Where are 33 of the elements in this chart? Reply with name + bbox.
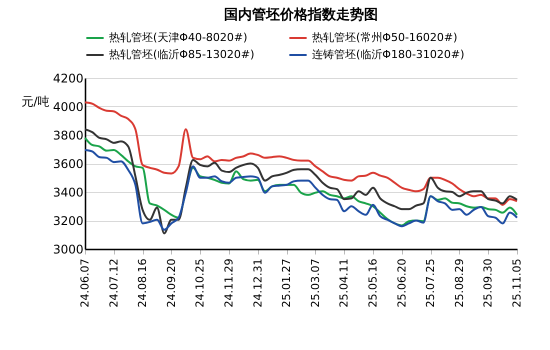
x-tick-label: 25.09.30 bbox=[482, 258, 495, 308]
x-tick-label: 25.08.29 bbox=[452, 258, 466, 308]
legend-label: 热轧管坯(临沂Φ85-13020#) bbox=[109, 48, 254, 61]
y-tick-label: 3400 bbox=[52, 186, 84, 200]
x-tick-label: 24.09.20 bbox=[164, 258, 178, 308]
x-tick-label: 24.08.16 bbox=[136, 258, 150, 308]
x-tick-label: 25.11.05 bbox=[510, 258, 524, 308]
legend-label: 热轧管坯(天津Φ40-8020#) bbox=[109, 31, 248, 44]
y-tick-label: 3000 bbox=[52, 242, 84, 256]
y-tick-label: 4000 bbox=[52, 100, 84, 114]
x-tick-label: 25.05.16 bbox=[366, 258, 380, 308]
y-tick-label: 3800 bbox=[52, 128, 84, 142]
y-axis-title: 元/吨 bbox=[21, 94, 50, 108]
legend-label: 热轧管坯(常州Φ50-16020#) bbox=[312, 31, 458, 44]
legend-label: 连铸管坯(临沂Φ180-31020#) bbox=[312, 48, 464, 61]
line-series bbox=[84, 101, 518, 206]
x-tick-label: 24.12.31 bbox=[251, 258, 264, 308]
line-series bbox=[84, 136, 518, 226]
x-tick-label: 25.01.27 bbox=[280, 258, 294, 308]
line-series bbox=[84, 128, 518, 234]
y-tick-label: 4200 bbox=[52, 72, 84, 86]
x-tick-label: 25.03.07 bbox=[308, 258, 322, 308]
line-series bbox=[84, 148, 518, 231]
x-tick-label: 25.06.20 bbox=[395, 258, 408, 308]
chart-title: 国内管坯价格指数走势图 bbox=[224, 7, 378, 23]
x-tick-label: 24.11.29 bbox=[222, 258, 236, 308]
x-tick-label: 25.07.25 bbox=[424, 258, 438, 308]
y-tick-label: 3600 bbox=[52, 157, 84, 171]
x-tick-label: 25.04.11 bbox=[338, 258, 351, 308]
y-tick-label: 3200 bbox=[52, 214, 84, 228]
x-tick-label: 24.07.12 bbox=[107, 258, 120, 308]
x-tick-label: 24.10.25 bbox=[194, 258, 207, 308]
x-tick-label: 24.06.07 bbox=[78, 258, 92, 308]
